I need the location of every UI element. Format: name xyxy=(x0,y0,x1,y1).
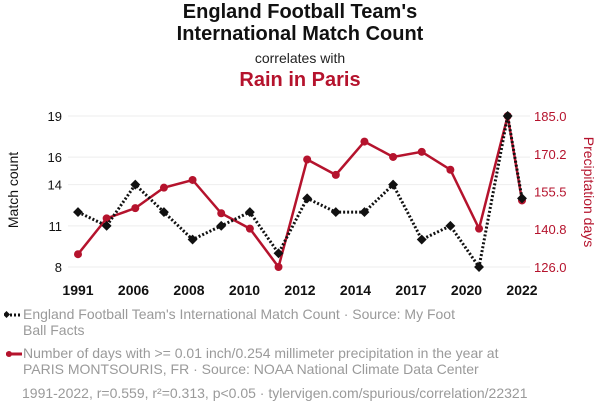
right-tick-label: 170.2 xyxy=(534,147,567,162)
data-point-precipitation xyxy=(74,250,82,259)
legend-label-precipitation: Number of days with >= 0.01 inch/0.254 m… xyxy=(23,345,499,361)
data-point-precipitation xyxy=(446,165,455,174)
data-point-match-count xyxy=(187,234,198,245)
left-tick-label: 14 xyxy=(48,178,62,193)
legend-dotted-diamond-icon xyxy=(4,310,22,319)
chart-title-line1: England Football Team's xyxy=(182,1,418,23)
data-point-precipitation xyxy=(331,170,340,179)
legend-line-circle-icon xyxy=(6,351,22,357)
left-tick-label: 8 xyxy=(55,260,62,275)
footer-stats: 1991-2022, r=0.559, r²=0.313, p<0.05 · t… xyxy=(22,385,528,401)
data-point-match-count xyxy=(158,207,169,218)
data-point-match-count xyxy=(388,179,399,190)
left-y-axis: 8 11 14 16 19 xyxy=(48,109,62,275)
data-point-match-count xyxy=(445,220,456,231)
left-tick-label: 11 xyxy=(49,219,63,234)
chart-subtitle-variable: Rain in Paris xyxy=(239,69,361,91)
right-y-axis: 126.0 140.8 155.5 170.2 185.0 xyxy=(534,109,567,275)
data-point-match-count xyxy=(502,111,513,121)
x-tick-label: 2014 xyxy=(340,282,371,298)
right-tick-label: 155.5 xyxy=(534,185,567,200)
data-point-match-count xyxy=(302,193,313,204)
x-tick-label: 2017 xyxy=(395,282,426,298)
data-point-precipitation xyxy=(159,183,168,192)
legend-label-match-count-cont: Ball Facts xyxy=(23,322,85,338)
right-tick-label: 185.0 xyxy=(534,109,567,124)
series-line-match-count xyxy=(77,115,524,271)
right-tick-label: 126.0 xyxy=(534,260,567,275)
data-point-precipitation xyxy=(389,152,398,161)
x-tick-label: 2006 xyxy=(118,282,149,298)
data-point-precipitation xyxy=(475,224,484,233)
data-point-precipitation xyxy=(274,263,283,271)
data-point-precipitation xyxy=(217,209,226,218)
left-axis-label: Match count xyxy=(5,152,21,228)
chart-subtitle: correlates with xyxy=(254,50,346,66)
x-tick-label: 2020 xyxy=(451,282,482,298)
chart-title-line2: International Match Count xyxy=(176,23,424,45)
data-point-precipitation xyxy=(188,175,197,184)
left-tick-label: 16 xyxy=(48,150,62,165)
data-point-match-count xyxy=(73,207,83,218)
x-tick-label: 1991 xyxy=(62,282,93,298)
data-point-precipitation xyxy=(360,137,369,146)
x-tick-label: 2012 xyxy=(284,282,315,298)
x-tick-label: 2022 xyxy=(506,282,537,298)
data-point-match-count xyxy=(244,207,255,218)
left-tick-label: 19 xyxy=(48,109,62,124)
legend-label-match-count: England Football Team's International Ma… xyxy=(23,306,455,322)
data-point-match-count xyxy=(416,234,427,245)
data-point-precipitation xyxy=(131,204,140,213)
x-tick-label: 2008 xyxy=(173,282,204,298)
data-point-precipitation xyxy=(303,155,312,164)
data-point-match-count xyxy=(216,220,227,231)
x-axis: 1991 2006 2008 2010 2012 2014 2017 2020 2022 xyxy=(62,282,537,298)
data-point-precipitation xyxy=(417,147,426,156)
series-precipitation xyxy=(74,112,526,271)
data-point-match-count xyxy=(130,179,141,190)
data-point-match-count xyxy=(517,193,527,204)
x-tick-label: 2010 xyxy=(229,282,260,298)
data-point-match-count xyxy=(330,207,341,218)
series-match-count xyxy=(73,111,527,272)
data-point-match-count xyxy=(101,220,112,231)
data-point-match-count xyxy=(474,262,484,272)
data-point-precipitation xyxy=(245,224,254,233)
data-point-match-count xyxy=(359,207,370,218)
right-tick-label: 140.8 xyxy=(534,222,567,237)
legend-label-precipitation-cont: PARIS MONTSOURIS, FR · Source: NOAA Nati… xyxy=(23,361,479,377)
right-axis-label: Precipitation days xyxy=(581,137,597,248)
